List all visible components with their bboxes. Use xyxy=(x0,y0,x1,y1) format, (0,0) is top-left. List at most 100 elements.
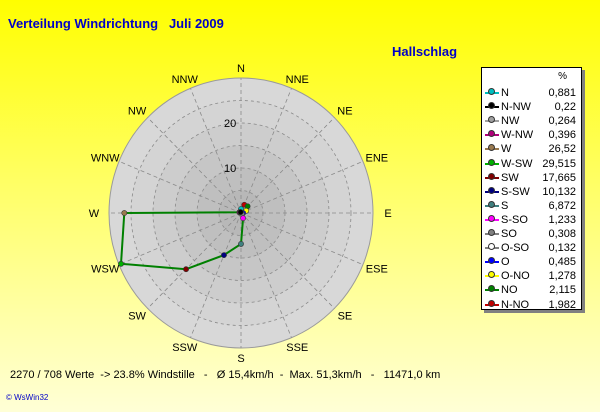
legend-direction: O-NO xyxy=(501,270,530,283)
legend-marker xyxy=(488,102,495,110)
legend-percentage: 0,308 xyxy=(548,228,576,240)
legend-row-o-no: O-NO 1,278 xyxy=(482,269,581,283)
legend-row-w-sw: W-SW 29,515 xyxy=(482,157,581,171)
legend-marker xyxy=(488,243,495,251)
direction-label-n: N xyxy=(237,63,245,75)
legend-marker xyxy=(488,200,495,208)
legend-percentage: 0,132 xyxy=(548,242,576,255)
legend-direction: W xyxy=(501,143,512,156)
data-point-w-sw xyxy=(118,260,124,267)
legend-row-sw: SW 17,665 xyxy=(482,171,581,185)
data-point-s xyxy=(238,241,244,247)
legend-row-so: SO 0,308 xyxy=(482,227,581,241)
legend-percentage: 0,881 xyxy=(548,87,576,99)
legend-percentage: 29,515 xyxy=(542,157,576,170)
station-name: Hallschlag xyxy=(392,44,458,59)
direction-label-sw: SW xyxy=(128,311,146,323)
direction-label-se: SE xyxy=(338,311,353,323)
rose-spoke-ssw xyxy=(190,212,242,338)
legend-percentage: 0,485 xyxy=(548,256,576,269)
legend-marker xyxy=(488,214,495,222)
data-point-w xyxy=(121,210,128,216)
legend-percentage: 1,278 xyxy=(548,270,576,283)
rose-spoke-nne xyxy=(240,88,292,214)
legend-percentage: 1,233 xyxy=(548,213,576,226)
data-point-s-sw xyxy=(221,252,227,259)
direction-label-nne: NNE xyxy=(286,74,309,86)
legend-percentage: 10,132 xyxy=(542,185,576,198)
legend-percentage: 0,22 xyxy=(554,101,576,114)
rose-spoke-ene xyxy=(240,160,364,214)
rose-spoke-ne xyxy=(240,117,335,214)
legend-marker xyxy=(488,285,495,293)
legend-marker xyxy=(488,144,495,152)
direction-label-e: E xyxy=(384,208,391,220)
legend-row-o-so: O-SO 0,132 xyxy=(482,241,581,255)
legend-row-s-sw: S-SW 10,132 xyxy=(482,185,581,199)
legend-marker xyxy=(488,229,495,236)
chart-title: Verteilung Windrichtung Juli 2009 xyxy=(8,16,224,31)
direction-label-wsw: WSW xyxy=(91,263,120,275)
ring-label-10: 10 xyxy=(224,163,236,175)
legend-row-n-no: N-NO 1,982 xyxy=(482,298,581,312)
legend-percentage: 2,115 xyxy=(549,284,576,297)
data-point-n-nw xyxy=(237,209,244,215)
legend: % N 0,881 N-NW 0,22 NW 0,264 W-NW 0,396 W 26,52 W-… xyxy=(481,67,582,312)
legend-row-no: NO 2,115 xyxy=(482,283,581,297)
rose-spoke-ese xyxy=(240,212,364,266)
legend-direction: O-SO xyxy=(501,242,530,255)
direction-label-wnw: WNW xyxy=(91,153,120,165)
legend-percentage: 6,872 xyxy=(548,199,576,212)
legend-direction: S-SW xyxy=(501,185,530,198)
rose-spoke-nnw xyxy=(190,88,242,214)
legend-marker xyxy=(488,88,495,95)
legend-percentage: 0,396 xyxy=(548,129,576,142)
legend-marker xyxy=(488,172,495,180)
direction-label-s: S xyxy=(237,353,244,365)
direction-label-nw: NW xyxy=(128,105,147,117)
legend-direction: SW xyxy=(501,171,519,184)
legend-direction: N xyxy=(501,87,509,99)
direction-label-sse: SSE xyxy=(286,342,308,354)
direction-label-ese: ESE xyxy=(366,263,388,275)
legend-direction: W-NW xyxy=(501,129,534,142)
software-credit: © WsWin32 xyxy=(6,393,49,402)
legend-marker xyxy=(488,299,495,307)
legend-direction: SO xyxy=(501,228,517,240)
legend-direction: S-SO xyxy=(501,213,528,226)
data-point-sw xyxy=(183,266,189,273)
legend-marker xyxy=(488,130,495,138)
legend-direction: W-SW xyxy=(501,157,533,170)
direction-label-w: W xyxy=(89,208,100,220)
legend-header: % xyxy=(558,71,567,82)
legend-marker xyxy=(488,257,495,265)
direction-label-ssw: SSW xyxy=(172,342,198,354)
legend-marker xyxy=(488,158,495,166)
legend-row-n-nw: N-NW 0,22 xyxy=(482,100,581,114)
rose-spoke-sse xyxy=(240,212,292,338)
legend-direction: S xyxy=(501,199,509,212)
legend-direction: N-NO xyxy=(501,298,530,311)
rose-spoke-wsw xyxy=(118,212,242,266)
data-point-s-so xyxy=(240,215,246,222)
rose-spoke-se xyxy=(240,212,335,309)
direction-label-ene: ENE xyxy=(365,153,388,165)
direction-label-ne: NE xyxy=(337,105,352,117)
legend-marker xyxy=(488,186,495,194)
ring-label-20: 20 xyxy=(224,118,236,130)
legend-marker xyxy=(488,116,495,124)
legend-row-w: W 26,52 xyxy=(482,142,581,156)
legend-row-nw: NW 0,264 xyxy=(482,114,581,128)
legend-row-w-nw: W-NW 0,396 xyxy=(482,128,581,142)
legend-percentage: 26,52 xyxy=(548,143,576,156)
legend-percentage: 0,264 xyxy=(548,115,576,128)
legend-percentage: 1,982 xyxy=(548,298,576,311)
legend-row-s-so: S-SO 1,233 xyxy=(482,213,581,227)
legend-direction: NO xyxy=(501,284,518,297)
statistics-footer: 2270 / 708 Werte -> 23.8% Windstille - Ø… xyxy=(10,369,441,381)
rose-spoke-wnw xyxy=(118,160,242,214)
legend-row-o: O 0,485 xyxy=(482,255,581,269)
rose-spoke-sw xyxy=(147,212,242,309)
